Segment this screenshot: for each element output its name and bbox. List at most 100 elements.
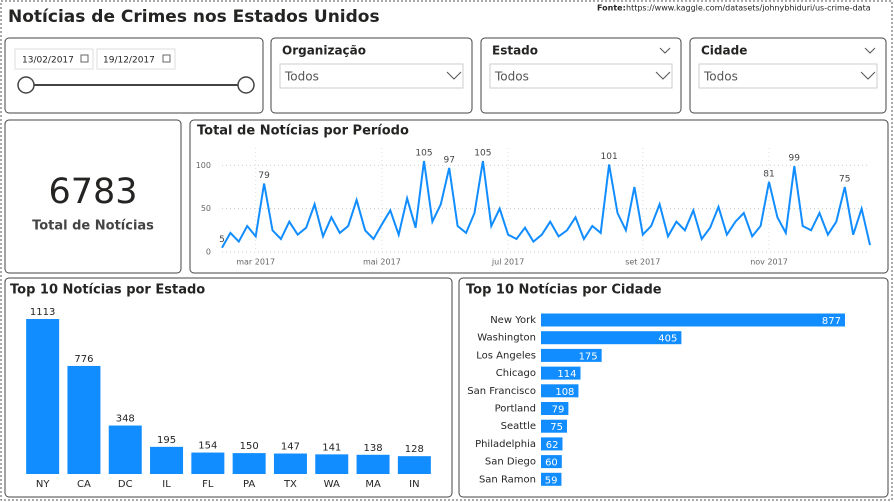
data-label: 59 xyxy=(545,475,558,486)
end-date: 19/12/2017 xyxy=(103,56,155,66)
x-tick-label: jul 2017 xyxy=(491,258,524,267)
bar xyxy=(541,348,602,362)
data-label: 175 xyxy=(579,351,598,362)
bar xyxy=(356,454,390,474)
data-label: 99 xyxy=(789,154,801,164)
x-tick-label: mai 2017 xyxy=(363,258,401,267)
chevron-icon xyxy=(864,47,876,54)
x-tick-label: IN xyxy=(409,479,419,490)
bar xyxy=(541,384,579,398)
y-tick-label: Portland xyxy=(495,404,536,415)
filter-label: Organização xyxy=(282,44,366,58)
kpi-label: Total de Notícias xyxy=(32,219,154,234)
bar xyxy=(232,453,266,474)
dropdown[interactable] xyxy=(489,63,673,89)
y-tick-label: Washington xyxy=(477,333,536,344)
data-label: 348 xyxy=(116,414,135,425)
data-label: 75 xyxy=(839,175,850,185)
start-date: 13/02/2017 xyxy=(22,56,74,66)
filter-label: Estado xyxy=(492,44,538,58)
bar xyxy=(541,402,569,415)
data-label: 154 xyxy=(198,441,217,452)
end-date-input[interactable] xyxy=(96,48,176,70)
data-label: 81 xyxy=(763,169,774,179)
data-label: 79 xyxy=(552,405,565,416)
chart-title: Top 10 Notícias por Cidade xyxy=(466,283,662,298)
x-tick-label: WA xyxy=(324,479,340,490)
bar xyxy=(315,454,349,474)
calendar-icon xyxy=(162,54,171,63)
bar xyxy=(26,319,60,474)
bar xyxy=(108,425,142,474)
kpi-value: 6783 xyxy=(48,172,137,212)
chevron-icon xyxy=(655,71,671,80)
x-tick-label: MA xyxy=(365,479,381,490)
data-label: 60 xyxy=(545,458,558,469)
slider-handle[interactable] xyxy=(237,76,255,94)
bar xyxy=(541,437,563,451)
x-tick-label: PA xyxy=(243,479,255,490)
filters: Organização Todos Estado Todos Cidade Todos xyxy=(270,37,887,114)
bar xyxy=(541,331,682,345)
bar xyxy=(150,446,184,474)
data-label: 114 xyxy=(557,369,576,380)
bar xyxy=(397,456,431,474)
data-label: 141 xyxy=(322,442,341,453)
dropdown[interactable] xyxy=(698,63,878,89)
slider-handle[interactable] xyxy=(17,76,35,94)
filter-label: Cidade xyxy=(701,44,747,58)
y-tick-label: Philadelphia xyxy=(475,439,536,450)
y-tick-label: 0 xyxy=(206,248,211,257)
data-label: 75 xyxy=(550,422,563,433)
data-label: 101 xyxy=(601,152,618,162)
chevron-icon xyxy=(659,47,671,54)
x-tick-label: nov 2017 xyxy=(750,258,788,267)
data-label: 105 xyxy=(474,149,491,159)
y-tick-label: 100 xyxy=(196,161,211,170)
data-label: 877 xyxy=(822,316,841,327)
bar xyxy=(191,452,225,474)
bar xyxy=(273,453,307,474)
line-chart-card xyxy=(189,119,889,274)
bar xyxy=(541,366,581,380)
y-tick-label: Los Angeles xyxy=(476,350,536,361)
data-label: 150 xyxy=(240,441,259,452)
x-tick-label: NY xyxy=(36,479,50,490)
x-tick-label: FL xyxy=(202,479,214,490)
data-label: 97 xyxy=(443,155,454,165)
data-label: 405 xyxy=(658,334,677,345)
bar xyxy=(541,313,845,327)
y-tick-label: 50 xyxy=(201,204,211,213)
x-tick-label: TX xyxy=(283,479,297,490)
x-tick-label: IL xyxy=(162,479,171,490)
y-tick-label: Seattle xyxy=(501,421,536,432)
y-tick-label: Chicago xyxy=(496,368,536,379)
kpi-card xyxy=(4,119,182,274)
bar xyxy=(67,365,101,474)
data-label: 108 xyxy=(555,387,574,398)
calendar-icon xyxy=(80,54,89,63)
data-label: 138 xyxy=(364,443,383,454)
dropdown-value: Todos xyxy=(494,70,529,84)
x-tick-label: DC xyxy=(118,479,133,490)
x-tick-label: mar 2017 xyxy=(236,258,275,267)
dropdown[interactable] xyxy=(279,63,464,89)
chevron-icon xyxy=(860,71,876,80)
chart-title: Total de Notícias por Período xyxy=(197,124,409,139)
data-label: 128 xyxy=(405,444,424,455)
x-tick-label: set 2017 xyxy=(625,258,660,267)
dropdown-value: Todos xyxy=(284,70,319,84)
dropdown-value: Todos xyxy=(703,70,738,84)
chevron-icon xyxy=(446,71,462,80)
bar xyxy=(541,455,562,469)
line-series xyxy=(221,160,871,249)
data-label: 62 xyxy=(546,440,559,451)
page-title: Notícias de Crimes nos Estados Unidos xyxy=(8,7,380,27)
data-label: 5 xyxy=(219,235,225,245)
data-label: 1113 xyxy=(30,307,55,318)
data-label: 776 xyxy=(74,354,93,365)
start-date-input[interactable] xyxy=(14,48,94,70)
data-label: 79 xyxy=(258,171,270,181)
